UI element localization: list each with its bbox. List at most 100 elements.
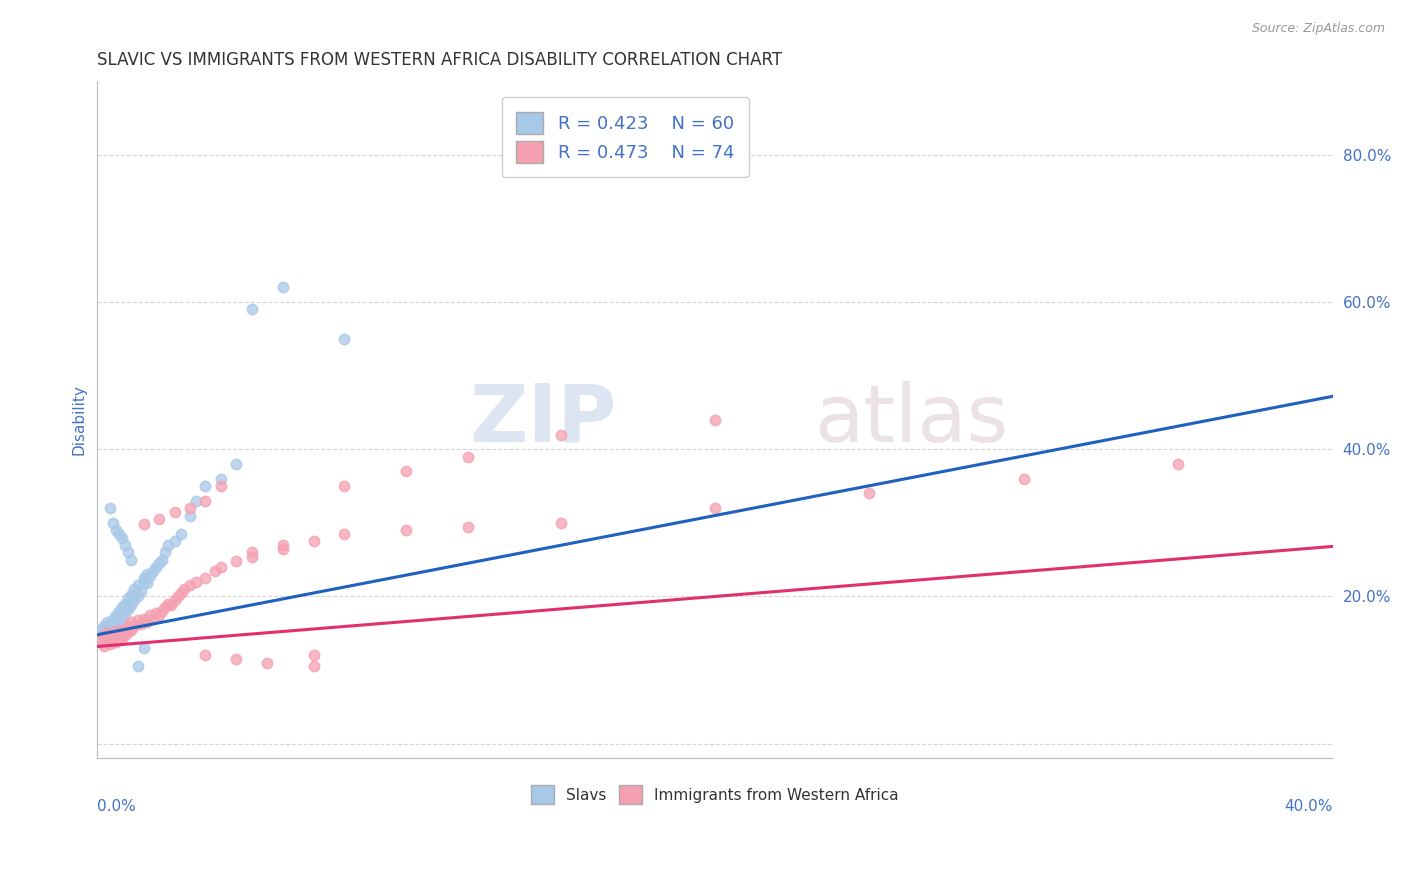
Point bbox=[104, 616, 127, 631]
Point bbox=[117, 619, 139, 633]
Point bbox=[132, 571, 155, 585]
Point bbox=[150, 604, 173, 618]
Point bbox=[142, 564, 165, 578]
Point bbox=[114, 623, 136, 637]
Point bbox=[120, 623, 142, 637]
Point bbox=[108, 613, 131, 627]
Point bbox=[114, 597, 136, 611]
Text: ZIP: ZIP bbox=[470, 381, 616, 458]
Point bbox=[142, 611, 165, 625]
Point bbox=[98, 630, 121, 644]
Point bbox=[173, 582, 195, 596]
Text: atlas: atlas bbox=[814, 381, 1008, 458]
Point bbox=[89, 623, 111, 637]
Point bbox=[101, 516, 124, 530]
Point bbox=[150, 552, 173, 566]
Point bbox=[111, 626, 134, 640]
Point bbox=[117, 591, 139, 605]
Point bbox=[225, 457, 247, 471]
Point bbox=[132, 574, 155, 589]
Point bbox=[120, 588, 142, 602]
Point bbox=[101, 620, 124, 634]
Point bbox=[256, 656, 278, 670]
Point bbox=[145, 560, 167, 574]
Point bbox=[186, 493, 208, 508]
Point bbox=[98, 637, 121, 651]
Point bbox=[148, 607, 170, 622]
Point bbox=[333, 479, 356, 493]
Point bbox=[124, 582, 146, 596]
Point bbox=[457, 450, 479, 464]
Point bbox=[111, 531, 134, 545]
Point bbox=[89, 626, 111, 640]
Point bbox=[117, 545, 139, 559]
Point bbox=[163, 505, 186, 519]
Legend: Slavs, Immigrants from Western Africa: Slavs, Immigrants from Western Africa bbox=[523, 778, 907, 812]
Point bbox=[96, 620, 118, 634]
Point bbox=[96, 633, 118, 648]
Point bbox=[108, 604, 131, 618]
Text: SLAVIC VS IMMIGRANTS FROM WESTERN AFRICA DISABILITY CORRELATION CHART: SLAVIC VS IMMIGRANTS FROM WESTERN AFRICA… bbox=[97, 51, 783, 69]
Point bbox=[114, 538, 136, 552]
Point bbox=[704, 501, 727, 516]
Point bbox=[179, 578, 201, 592]
Point bbox=[120, 552, 142, 566]
Point bbox=[148, 557, 170, 571]
Point bbox=[302, 659, 325, 673]
Point bbox=[127, 590, 149, 604]
Point bbox=[127, 613, 149, 627]
Point bbox=[271, 280, 294, 294]
Point bbox=[550, 427, 572, 442]
Point bbox=[108, 623, 131, 637]
Point bbox=[157, 538, 180, 552]
Point bbox=[108, 527, 131, 541]
Point bbox=[209, 472, 232, 486]
Point bbox=[302, 534, 325, 549]
Point bbox=[170, 527, 193, 541]
Point bbox=[204, 564, 226, 578]
Point bbox=[127, 659, 149, 673]
Point bbox=[93, 640, 115, 654]
Point bbox=[135, 615, 157, 630]
Point bbox=[194, 493, 217, 508]
Point bbox=[155, 545, 177, 559]
Point bbox=[96, 626, 118, 640]
Point bbox=[135, 567, 157, 582]
Point bbox=[93, 623, 115, 637]
Point bbox=[148, 512, 170, 526]
Point bbox=[157, 597, 180, 611]
Point bbox=[132, 517, 155, 532]
Point bbox=[186, 574, 208, 589]
Point bbox=[96, 628, 118, 642]
Point bbox=[108, 632, 131, 646]
Point bbox=[163, 593, 186, 607]
Point bbox=[132, 611, 155, 625]
Point bbox=[89, 632, 111, 646]
Point bbox=[163, 534, 186, 549]
Point bbox=[240, 302, 263, 317]
Point bbox=[240, 545, 263, 559]
Point bbox=[145, 606, 167, 620]
Point bbox=[155, 600, 177, 615]
Point bbox=[93, 630, 115, 644]
Point bbox=[271, 538, 294, 552]
Point bbox=[333, 332, 356, 346]
Point bbox=[302, 648, 325, 663]
Point bbox=[135, 576, 157, 591]
Point bbox=[93, 619, 115, 633]
Point bbox=[240, 550, 263, 565]
Point bbox=[858, 486, 880, 500]
Point bbox=[117, 602, 139, 616]
Text: Source: ZipAtlas.com: Source: ZipAtlas.com bbox=[1251, 22, 1385, 36]
Point bbox=[225, 652, 247, 666]
Point bbox=[160, 599, 183, 613]
Point bbox=[395, 523, 418, 537]
Point bbox=[333, 527, 356, 541]
Y-axis label: Disability: Disability bbox=[72, 384, 86, 455]
Point bbox=[179, 501, 201, 516]
Point bbox=[104, 607, 127, 622]
Point bbox=[194, 648, 217, 663]
Point bbox=[101, 632, 124, 647]
Point bbox=[209, 560, 232, 574]
Text: 0.0%: 0.0% bbox=[97, 799, 136, 814]
